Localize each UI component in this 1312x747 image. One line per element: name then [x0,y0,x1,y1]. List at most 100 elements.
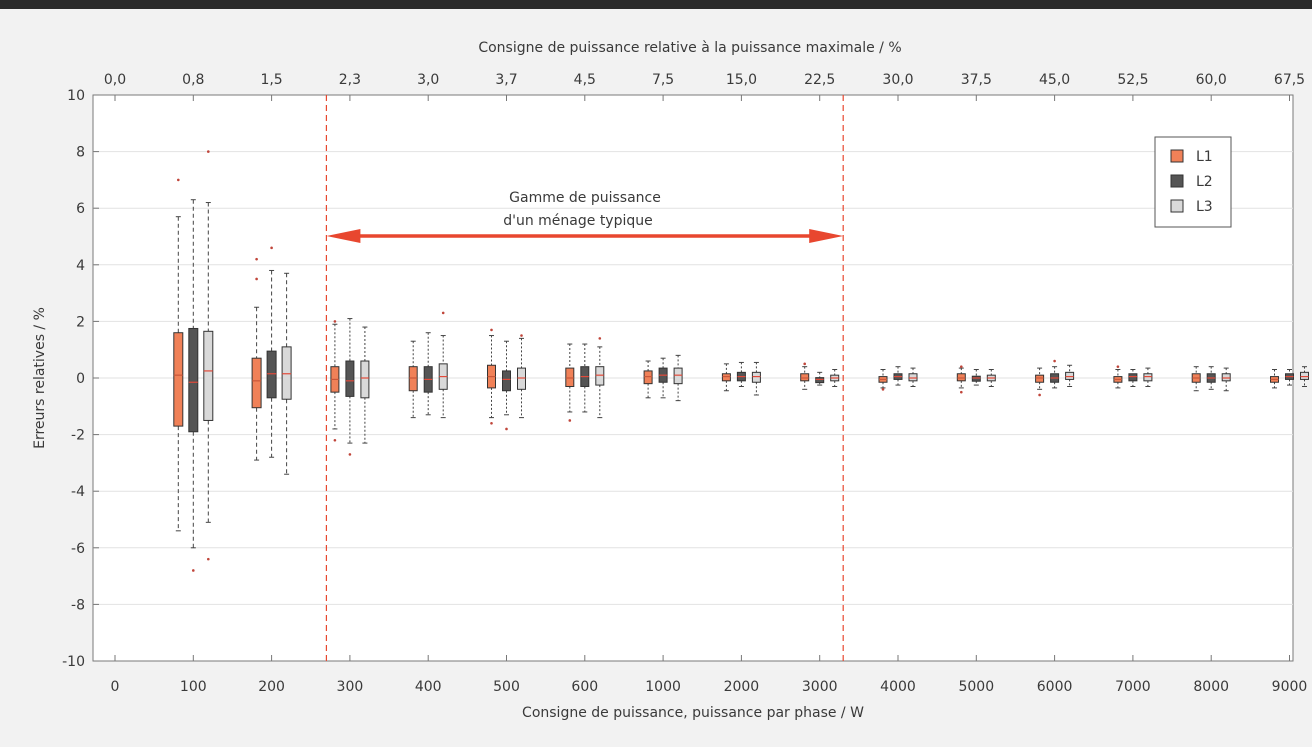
box-l1 [173,332,184,427]
range-arrow-head-right [809,229,844,243]
top-tick-label: 0,0 [104,72,126,88]
top-tick-label: 60,0 [1196,72,1227,88]
box-l2 [345,360,355,397]
y-tick-label: 0 [76,371,85,387]
legend-label-l1: L1 [1196,149,1213,165]
y-tick-label: 6 [76,201,85,217]
legend: L1 L2 L3 [1154,136,1232,228]
top-tick-label: 37,5 [961,72,992,88]
top-tick-label: 3,7 [495,72,517,88]
x-tick-label: 1000 [645,679,681,695]
box-l1 [643,370,653,385]
outlier-point [207,150,210,153]
outlier-point [348,453,352,456]
x-tick-label: 6000 [1037,679,1073,695]
top-dark-band [0,0,1312,9]
annotation-label-line2: d'un ménage typique [503,213,653,229]
annotation-layer [325,95,844,661]
box-l3 [203,330,214,421]
y-tick-label: -2 [71,428,85,444]
box-l1 [565,367,575,387]
range-arrow-head-left [326,229,361,243]
legend-swatch-l2 [1170,174,1184,188]
x-tick-label: 400 [415,679,442,695]
top-tick-label: 15,0 [726,72,757,88]
x-tick-label: 600 [571,679,598,695]
top-tick-label: 30,0 [882,72,913,88]
box-l3 [1143,373,1153,382]
outlier-point [803,362,806,366]
y-tick-label: 8 [76,145,85,161]
outlier-point [960,365,963,368]
top-tick-label: 3,0 [417,72,439,88]
box-l1 [956,373,966,382]
legend-label-l2: L2 [1196,174,1213,190]
box-l3 [673,367,683,385]
y-tick-label: -10 [62,654,85,670]
x-tick-label: 0 [111,679,120,695]
box-l3 [751,371,761,383]
outlier-point [1053,359,1056,363]
x-tick-label: 7000 [1115,679,1151,695]
x-tick-label: 5000 [958,679,994,695]
x-axis-title: Consigne de puissance, puissance par pha… [522,705,864,721]
outlier-point [177,178,180,182]
outlier-point [333,320,337,323]
box-l1 [800,373,810,382]
x-tick-label: 300 [337,679,364,695]
outlier-point [490,421,493,425]
outlier-point [490,328,493,332]
box-l1 [251,357,262,409]
x-tick-label: 9000 [1272,679,1308,695]
box-l3 [595,366,605,386]
top-tick-label: 4,5 [574,72,596,88]
legend-box [1154,136,1232,228]
outlier-point [505,427,508,431]
tick-layer: 10 8 6 4 2 0 -2 -4 -6 -8 -10 0 0,0 100 0,8 200 1,5 300 2,3… [62,72,1307,695]
box-l2 [188,327,199,433]
box-l2 [815,377,825,384]
outlier-point [270,246,273,250]
y-tick-label: 4 [76,258,85,274]
top-tick-label: 22,5 [804,72,835,88]
legend-label-l3: L3 [1196,199,1213,215]
y-tick-label: -4 [71,484,85,500]
box-l3 [281,346,292,400]
x-tick-label: 200 [258,679,285,695]
y-tick-label: 2 [76,314,85,330]
legend-swatch-l1 [1170,149,1184,163]
top-tick-label: 52,5 [1117,72,1148,88]
top-tick-label: 7,5 [652,72,674,88]
y-tick-label: -6 [71,541,85,557]
y-tick-label: -8 [71,597,85,613]
x-tick-label: 100 [180,679,207,695]
top-tick-label: 1,5 [260,72,282,88]
outlier-point [1038,393,1041,397]
outlier-point [881,388,885,391]
box-l3 [1300,371,1309,380]
box-l2 [1128,373,1138,382]
outlier-point [598,337,602,340]
box-l2 [266,350,277,399]
outlier-point [441,311,445,315]
box-l3 [1065,371,1075,380]
top-axis-title: Consigne de puissance relative à la puis… [478,40,901,56]
outlier-point [568,419,572,422]
top-tick-label: 67,5 [1274,72,1305,88]
top-tick-label: 2,3 [339,72,361,88]
box-l1 [1035,374,1045,383]
y-tick-label: 10 [67,88,85,104]
annotation-label-line1: Gamme de puissance [509,190,661,206]
x-tick-label: 8000 [1193,679,1229,695]
x-tick-label: 4000 [880,679,916,695]
outlier-point [1116,365,1120,368]
x-tick-label: 2000 [724,679,760,695]
grid-layer [93,151,1293,605]
box-l2 [502,370,511,392]
outlier-point [960,390,963,394]
box-l3 [360,360,370,399]
box-l1 [408,366,418,392]
box-layer [173,150,1309,572]
x-tick-label: 3000 [802,679,838,695]
